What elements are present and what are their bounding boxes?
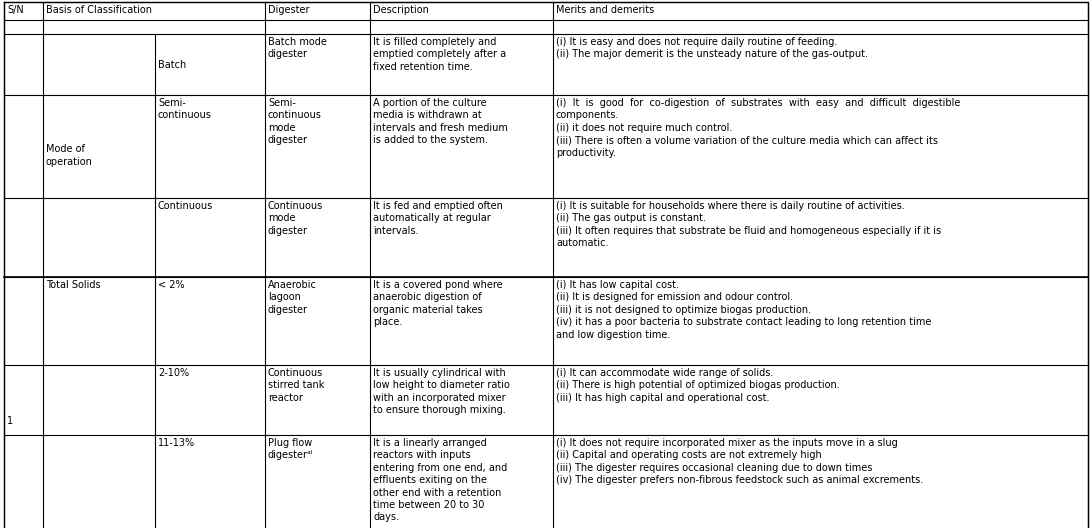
Text: (i) It has low capital cost.
(ii) It is designed for emission and odour control.: (i) It has low capital cost. (ii) It is … <box>556 280 931 340</box>
Text: (i) It is suitable for households where there is daily routine of activities.
(i: (i) It is suitable for households where … <box>556 201 941 248</box>
Text: (i)  It  is  good  for  co-digestion  of  substrates  with  easy  and  difficult: (i) It is good for co-digestion of subst… <box>556 98 960 157</box>
Text: Continuous: Continuous <box>158 201 213 211</box>
Text: Continuous
stirred tank
reactor: Continuous stirred tank reactor <box>268 368 324 403</box>
Text: (i) It is easy and does not require daily routine of feeding.
(ii) The major dem: (i) It is easy and does not require dail… <box>556 37 868 59</box>
Text: It is usually cylindrical with
low height to diameter ratio
with an incorporated: It is usually cylindrical with low heigh… <box>373 368 510 415</box>
Text: < 2%: < 2% <box>158 280 185 290</box>
Text: Total Solids: Total Solids <box>46 280 100 290</box>
Text: It is fed and emptied often
automatically at regular
intervals.: It is fed and emptied often automaticall… <box>373 201 503 236</box>
Text: Basis of Classification: Basis of Classification <box>46 5 152 15</box>
Text: It is a covered pond where
anaerobic digestion of
organic material takes
place.: It is a covered pond where anaerobic dig… <box>373 280 502 327</box>
Text: Batch mode
digester: Batch mode digester <box>268 37 327 59</box>
Text: (i) It does not require incorporated mixer as the inputs move in a slug
(ii) Cap: (i) It does not require incorporated mix… <box>556 438 923 485</box>
Text: Plug flow
digesterᵃᴵ: Plug flow digesterᵃᴵ <box>268 438 313 460</box>
Text: Semi-
continuous: Semi- continuous <box>158 98 212 120</box>
Text: Semi-
continuous
mode
digester: Semi- continuous mode digester <box>268 98 322 145</box>
Text: It is a linearly arranged
reactors with inputs
entering from one end, and
efflue: It is a linearly arranged reactors with … <box>373 438 508 522</box>
Text: A portion of the culture
media is withdrawn at
intervals and fresh medium
is add: A portion of the culture media is withdr… <box>373 98 508 145</box>
Text: 11-13%: 11-13% <box>158 438 195 448</box>
Text: Anaerobic
lagoon
digester: Anaerobic lagoon digester <box>268 280 317 315</box>
Text: Mode of
operation: Mode of operation <box>46 144 93 167</box>
Text: Description: Description <box>373 5 429 15</box>
Text: Continuous
mode
digester: Continuous mode digester <box>268 201 323 236</box>
Text: 1: 1 <box>7 416 13 426</box>
Text: 2-10%: 2-10% <box>158 368 189 378</box>
Text: (i) It can accommodate wide range of solids.
(ii) There is high potential of opt: (i) It can accommodate wide range of sol… <box>556 368 840 403</box>
Text: It is filled completely and
emptied completely after a
fixed retention time.: It is filled completely and emptied comp… <box>373 37 506 72</box>
Text: Merits and demerits: Merits and demerits <box>556 5 654 15</box>
Text: S/N: S/N <box>7 5 24 15</box>
Text: Digester: Digester <box>268 5 309 15</box>
Text: Batch: Batch <box>158 60 187 70</box>
